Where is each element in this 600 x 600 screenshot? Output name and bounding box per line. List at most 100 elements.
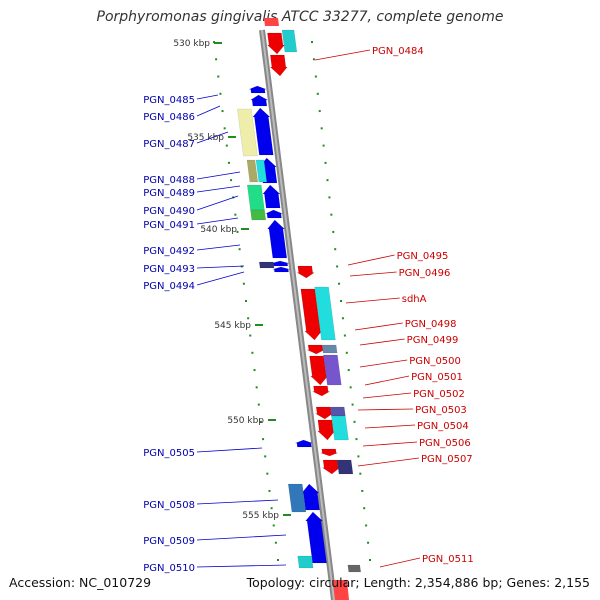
right-gene-label: sdhA <box>402 294 427 305</box>
genome-backbone-highlight <box>261 29 335 600</box>
minus-strand-gene-arrow <box>309 355 329 386</box>
ring-dot <box>257 403 260 406</box>
right-gene-leader <box>345 297 400 304</box>
cog-box <box>329 406 346 417</box>
plus-strand-gene-arrow <box>249 94 268 107</box>
cog-box <box>246 159 259 183</box>
ring-dot <box>369 559 371 561</box>
ring-dot <box>266 472 269 475</box>
left-gene-leader <box>196 195 239 211</box>
cog-box <box>297 555 314 569</box>
ring-dot <box>277 559 279 561</box>
ring-dot <box>322 144 325 147</box>
right-gene-leader <box>357 457 420 467</box>
left-gene-leader <box>196 244 241 251</box>
cog-box <box>336 459 354 475</box>
ring-dot <box>251 351 254 354</box>
right-gene-leader <box>362 392 412 399</box>
ring-dot <box>249 334 252 337</box>
right-gene-leader <box>364 424 416 429</box>
left-gene-leader <box>196 105 221 117</box>
kbp-tick-label: 540 kbp <box>200 225 237 235</box>
ring-dot <box>355 438 358 441</box>
ring-dot <box>274 541 277 544</box>
ring-dot <box>334 248 337 251</box>
ring-dot <box>363 507 366 510</box>
plus-strand-gene-arrow <box>252 107 274 156</box>
right-gene-leader <box>357 408 414 411</box>
left-gene-leader <box>196 564 287 568</box>
right-gene-label: PGN_0504 <box>417 421 469 432</box>
ring-dot <box>340 300 342 302</box>
cog-box <box>287 483 307 513</box>
left-gene-leader <box>196 534 287 541</box>
right-gene-label: PGN_0501 <box>411 372 463 383</box>
ring-dot <box>324 161 327 164</box>
ring-dot <box>318 110 321 113</box>
right-gene-leader <box>379 557 421 568</box>
ring-dot <box>238 248 241 251</box>
kbp-tick-label: 530 kbp <box>173 39 210 49</box>
left-gene-leader <box>196 271 245 286</box>
minus-strand-gene-arrow <box>296 265 316 279</box>
cog-box <box>331 415 349 441</box>
minus-strand-gene-arrow <box>317 419 336 441</box>
cog-box <box>250 209 267 221</box>
left-gene-leader <box>196 499 279 505</box>
ring-dot <box>253 369 256 372</box>
right-gene-label: PGN_0502 <box>413 389 465 400</box>
minus-strand-gene-arrow <box>269 54 288 77</box>
left-gene-label: PGN_0491 <box>143 220 195 231</box>
left-gene-leader <box>196 217 239 225</box>
ring-dot <box>328 196 331 199</box>
plus-strand-gene-arrow <box>262 184 281 209</box>
ring-dot <box>361 489 364 492</box>
ring-dot <box>230 179 233 182</box>
ring-dot <box>367 541 370 544</box>
cog-box <box>314 286 336 341</box>
ring-dot <box>341 317 344 320</box>
ring-dot <box>353 420 356 423</box>
right-gene-leader <box>347 254 395 266</box>
ring-dot <box>225 144 228 147</box>
right-gene-leader <box>314 49 371 61</box>
minus-strand-gene-arrow <box>307 344 325 355</box>
right-gene-leader <box>349 271 397 277</box>
ring-dot <box>326 179 329 182</box>
kbp-tick-label: 545 kbp <box>214 321 251 331</box>
ring-dot <box>347 369 350 372</box>
ring-dot <box>311 41 313 43</box>
ring-dot <box>272 524 275 527</box>
minus-strand-gene-arrow <box>312 385 331 397</box>
left-gene-label: PGN_0489 <box>143 188 195 199</box>
left-gene-label: PGN_0485 <box>143 95 195 106</box>
ring-dot <box>345 351 348 354</box>
right-gene-leader <box>359 338 405 346</box>
ring-dot <box>343 334 346 337</box>
ring-dot <box>234 213 237 216</box>
ring-dot <box>316 92 319 95</box>
right-gene-label: PGN_0500 <box>409 356 461 367</box>
ring-dot <box>320 127 323 130</box>
ring-dot <box>330 213 333 216</box>
track-stub-top <box>264 18 279 26</box>
left-gene-leader <box>196 171 241 180</box>
ring-dot <box>259 420 262 423</box>
plus-strand-gene-arrow <box>272 266 290 273</box>
left-gene-label: PGN_0508 <box>143 500 195 511</box>
left-gene-leader <box>196 185 241 193</box>
map-title: Porphyromonas gingivalis ATCC 33277, com… <box>96 9 504 25</box>
right-gene-label: PGN_0503 <box>415 405 467 416</box>
cog-box <box>347 564 362 573</box>
ring-dot <box>332 230 335 233</box>
ring-dot <box>359 472 362 475</box>
minus-strand-gene-arrow <box>266 32 286 55</box>
left-gene-leader <box>196 265 245 269</box>
cog-box <box>281 29 298 53</box>
right-gene-label: PGN_0506 <box>419 438 471 449</box>
outer-tick-ring <box>311 41 371 561</box>
cog-box <box>321 344 338 354</box>
left-gene-leader <box>196 131 229 144</box>
right-gene-label: PGN_0495 <box>397 251 449 262</box>
